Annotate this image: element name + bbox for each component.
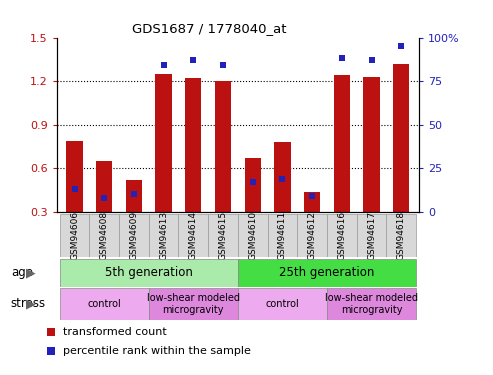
Text: percentile rank within the sample: percentile rank within the sample (64, 346, 251, 355)
Text: control: control (266, 299, 299, 309)
Bar (96, 161, 112, 212)
Bar (274, 142, 290, 212)
Bar (149, 214, 178, 257)
Bar (126, 180, 142, 212)
Text: GSM94616: GSM94616 (337, 211, 346, 260)
Text: GSM94609: GSM94609 (130, 211, 139, 260)
Text: control: control (87, 299, 121, 309)
Text: low-shear modeled
microgravity: low-shear modeled microgravity (147, 293, 240, 315)
Text: GSM94618: GSM94618 (397, 211, 406, 260)
Text: low-shear modeled
microgravity: low-shear modeled microgravity (325, 293, 418, 315)
Bar (178, 214, 208, 257)
Bar (238, 259, 416, 287)
Text: age: age (11, 266, 33, 279)
Text: stress: stress (11, 297, 46, 310)
Bar (60, 288, 149, 320)
Bar (238, 288, 327, 320)
Bar (67, 141, 83, 212)
Bar (149, 288, 238, 320)
Bar (60, 214, 89, 257)
Bar (208, 214, 238, 257)
Bar (268, 214, 297, 257)
Bar (363, 77, 380, 212)
Bar (238, 214, 268, 257)
Bar (60, 259, 238, 287)
Text: GSM94615: GSM94615 (218, 211, 228, 260)
Bar (215, 81, 231, 212)
Bar (245, 158, 261, 212)
Text: GSM94610: GSM94610 (248, 211, 257, 260)
Bar (387, 214, 416, 257)
Text: 25th generation: 25th generation (280, 266, 375, 279)
Bar (89, 214, 119, 257)
Bar (356, 214, 387, 257)
Text: GSM94614: GSM94614 (189, 211, 198, 260)
Bar (119, 214, 149, 257)
Text: GSM94608: GSM94608 (100, 211, 109, 260)
Bar (304, 192, 320, 212)
Title: GDS1687 / 1778040_at: GDS1687 / 1778040_at (132, 22, 286, 35)
Bar (155, 74, 172, 212)
Text: ▶: ▶ (26, 266, 35, 279)
Text: transformed count: transformed count (64, 327, 167, 337)
Bar (297, 214, 327, 257)
Text: 5th generation: 5th generation (105, 266, 193, 279)
Text: GSM94613: GSM94613 (159, 211, 168, 260)
Bar (334, 75, 350, 212)
Bar (185, 78, 202, 212)
Bar (327, 288, 416, 320)
Text: GSM94606: GSM94606 (70, 211, 79, 260)
Bar (327, 214, 356, 257)
Bar (393, 64, 409, 212)
Text: ▶: ▶ (26, 297, 35, 310)
Text: GSM94617: GSM94617 (367, 211, 376, 260)
Text: GSM94611: GSM94611 (278, 211, 287, 260)
Text: GSM94612: GSM94612 (308, 211, 317, 260)
